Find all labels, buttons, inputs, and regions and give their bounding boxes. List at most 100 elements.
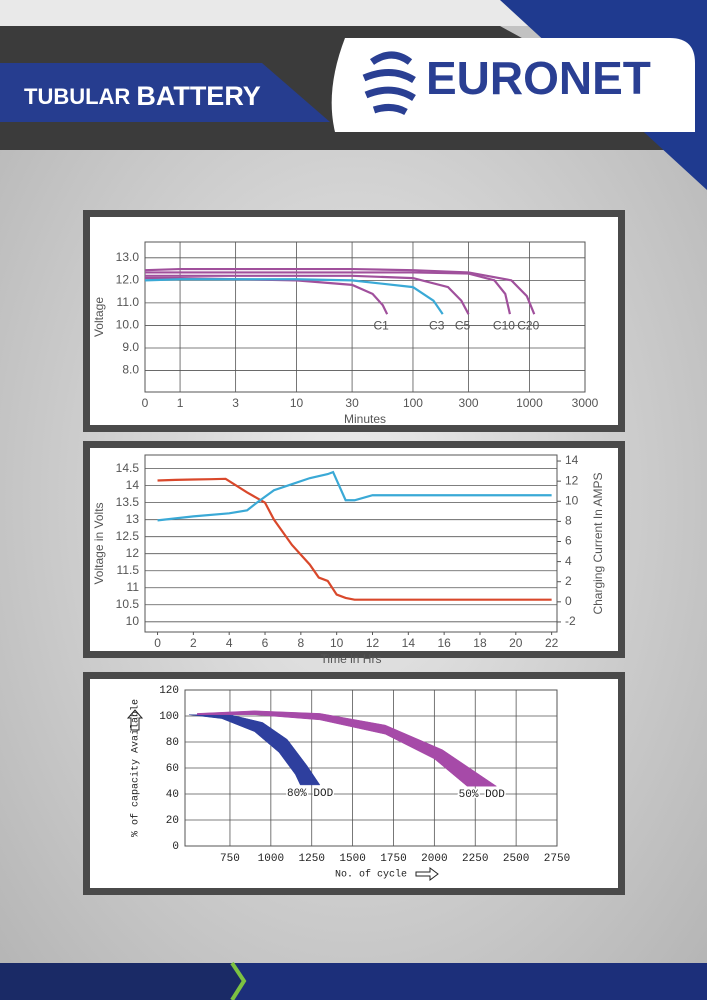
x-tick-label: 14 (402, 636, 416, 650)
title-bold: BATTERY (136, 81, 261, 111)
line (144, 267, 536, 315)
x-axis-label: No. of cycle (335, 869, 407, 881)
y-tick-label: 10.0 (116, 318, 140, 332)
x-tick-label: 3000 (572, 396, 599, 410)
y2-tick-label: 0 (565, 594, 572, 608)
x-tick-label: 1750 (380, 853, 406, 865)
x-tick-label: 1000 (516, 396, 543, 410)
x-tick-label: 1 (177, 396, 184, 410)
line (157, 477, 552, 601)
y-tick-label: 12.0 (116, 273, 140, 287)
x-tick-label: 10 (330, 636, 344, 650)
x-tick-label: 0 (154, 636, 161, 650)
y-axis-label: Voltage in Volts (92, 502, 106, 584)
series-label: C10 (493, 318, 515, 332)
x-tick-label: 300 (459, 396, 479, 410)
line (145, 274, 470, 315)
series-label: C20 (517, 318, 539, 332)
y-tick-label: 11.0 (117, 295, 140, 309)
x-tick-label: 3 (232, 396, 239, 410)
y2-tick-label: 14 (565, 453, 579, 467)
y2-tick-label: 8 (565, 514, 572, 528)
footer-chevron (230, 961, 247, 1000)
series-label: C3 (429, 318, 445, 332)
footer-left (0, 963, 244, 1000)
y-tick-label: 60 (166, 763, 179, 775)
x-tick-label: 2750 (544, 853, 570, 865)
y2-tick-label: 6 (565, 534, 572, 548)
y-tick-label: 14.5 (116, 461, 140, 475)
y-tick-label: 13 (126, 512, 140, 526)
plot-frame (144, 241, 586, 393)
y2-tick-label: -2 (565, 614, 576, 628)
title-light: TUBULAR (24, 84, 130, 109)
y2-axis-label: Charging Current In AMPS (591, 472, 605, 614)
y-axis-label: % of capacity Available (130, 699, 142, 837)
x-tick-label: 18 (473, 636, 487, 650)
line (157, 470, 552, 522)
y-tick-label: 10.5 (116, 597, 140, 611)
y-tick-label: 12.5 (116, 529, 140, 543)
y-tick-label: 13.5 (116, 495, 140, 509)
x-tick-label: 20 (509, 636, 523, 650)
x-tick-label: 1000 (258, 853, 284, 865)
y-tick-label: 12 (126, 546, 140, 560)
y-tick-label: 8.0 (122, 363, 139, 377)
x-tick-label: 100 (403, 396, 423, 410)
line (145, 271, 512, 315)
series-label: C1 (373, 318, 389, 332)
x-axis-label: Minutes (344, 412, 386, 426)
header-title: TUBULAR BATTERY (24, 81, 261, 111)
band (197, 710, 498, 787)
x-tick-label: 1250 (299, 853, 325, 865)
logo-icon (362, 51, 416, 116)
y2-tick-label: 10 (565, 493, 579, 507)
y2-tick-label: 12 (565, 473, 579, 487)
plot-frame (144, 454, 558, 633)
y-tick-label: 10 (126, 614, 140, 628)
brand: EURONET (426, 52, 651, 104)
title-panel (0, 63, 330, 122)
x-tick-label: 12 (366, 636, 380, 650)
x-axis-label: Time in Hrs (321, 652, 382, 666)
band (189, 714, 321, 786)
x-origin-label: 0 (142, 396, 149, 410)
x-tick-label: 6 (262, 636, 269, 650)
chart: 8.0 9.0 10.0 11.0 12.0 13.0 1 3 10 30 100 300 1000 30… (92, 241, 599, 426)
y-tick-label: 14 (126, 478, 140, 492)
x-tick-label: 10 (290, 396, 304, 410)
y2-tick-label: 2 (565, 574, 572, 588)
y-axis-label: Voltage (92, 297, 106, 337)
x-tick-label: 2000 (421, 853, 447, 865)
x-tick-label: 22 (545, 636, 559, 650)
axis-arrow (415, 867, 439, 881)
y-tick-label: 120 (159, 685, 179, 697)
series-label: C5 (455, 318, 471, 332)
y-tick-label: 0 (172, 841, 179, 853)
y-tick-label: 40 (166, 789, 179, 801)
y-tick-label: 20 (166, 815, 179, 827)
chart: 0 20 40 60 80 100 120 750 1000 1250 1500 1750 2000 22… (126, 685, 570, 881)
series-label: 50% DOD (459, 789, 506, 801)
x-tick-label: 16 (437, 636, 451, 650)
x-tick-label: 750 (220, 853, 240, 865)
y-tick-label: 80 (166, 737, 179, 749)
x-tick-label: 2500 (503, 853, 529, 865)
y-tick-label: 9.0 (122, 340, 139, 354)
logo-panel (331, 38, 695, 132)
x-tick-label: 4 (226, 636, 233, 650)
y-tick-label: 100 (159, 711, 179, 723)
x-tick-label: 8 (297, 636, 304, 650)
y-tick-label: 11 (127, 580, 140, 594)
series-label: 80% DOD (287, 788, 334, 800)
x-tick-label: 1500 (339, 853, 365, 865)
line (144, 278, 444, 315)
y-tick-label: 11.5 (117, 563, 140, 577)
x-tick-label: 30 (345, 396, 359, 410)
chart: 10 10.5 11 11.5 12 12.5 13 13.5 14 14.5 -2 0 2 4 6 8 10 1… (92, 453, 605, 666)
x-tick-label: 2250 (462, 853, 488, 865)
axis-arrow (126, 709, 144, 731)
y-tick-label: 13.0 (116, 250, 140, 264)
x-tick-label: 2 (190, 636, 197, 650)
